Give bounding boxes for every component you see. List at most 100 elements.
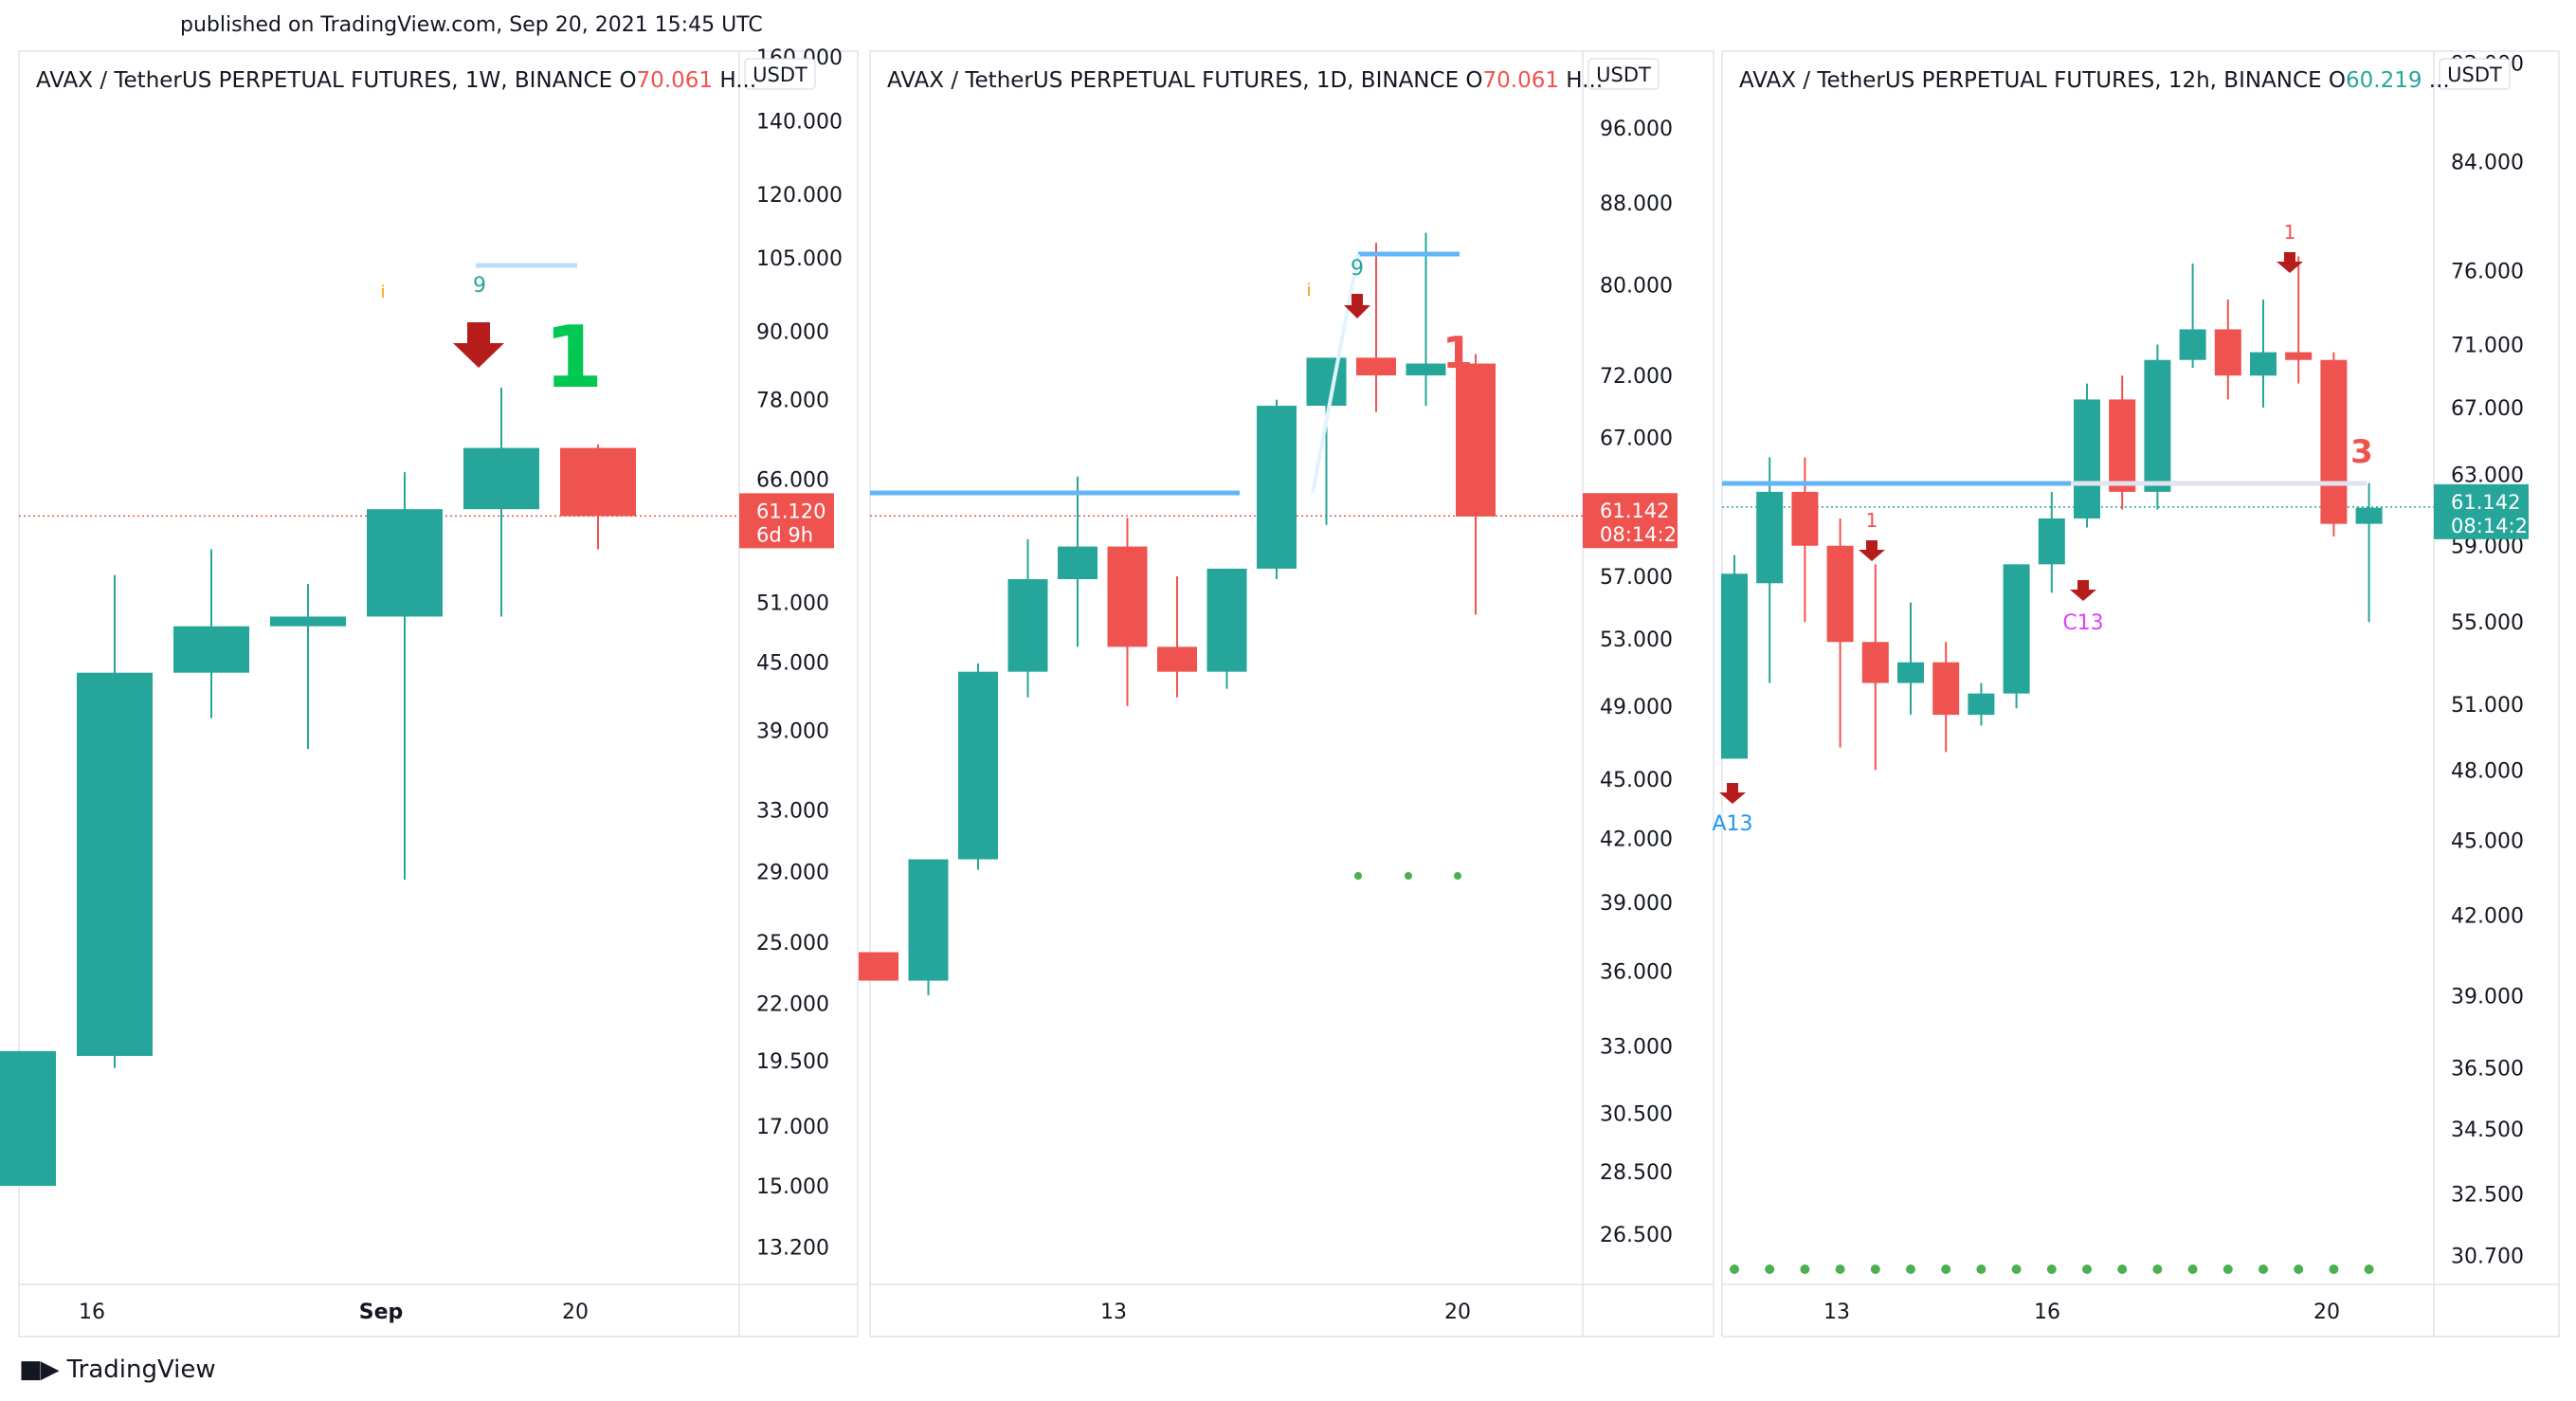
candle[interactable] (270, 584, 346, 750)
tradingview-brand: TradingView (66, 1356, 216, 1384)
candle-body (908, 859, 949, 981)
candle[interactable] (560, 444, 636, 550)
candle[interactable] (1932, 642, 1960, 753)
price-tick-label: 42.000 (2451, 904, 2524, 928)
candle[interactable] (2074, 383, 2100, 528)
candle[interactable] (1406, 232, 1446, 407)
setup-count-label: 9 (473, 274, 486, 298)
signal-dot (1976, 1265, 1986, 1274)
candle[interactable] (1756, 457, 1784, 683)
candle[interactable] (1306, 357, 1347, 525)
candle[interactable] (1456, 354, 1496, 615)
candle[interactable] (1007, 538, 1048, 698)
time-tick-label: 13 (1100, 1301, 1127, 1324)
price-tick-label: 105.000 (756, 247, 843, 271)
currency-badge-box (1587, 58, 1660, 90)
candle[interactable] (2038, 491, 2065, 593)
last-price-tag-box (1583, 493, 1678, 549)
arrow-count-label: 1 (1866, 509, 1878, 532)
candle[interactable] (1861, 564, 1889, 771)
candle[interactable] (1356, 243, 1396, 412)
candle[interactable] (1721, 555, 1748, 759)
candle[interactable] (1257, 399, 1297, 580)
open-value: 60.219 (2346, 68, 2422, 93)
candle-body (1406, 363, 1446, 376)
candle[interactable] (1826, 518, 1854, 748)
symbol-legend[interactable]: AVAX / TetherUS PERPETUAL FUTURES, 1D, B… (887, 68, 1603, 93)
currency-badge[interactable]: USDT (1587, 58, 1660, 90)
chart-panel-3[interactable]: 92.00084.00076.00071.00067.00063.00059.0… (1721, 50, 2560, 1337)
currency-badge[interactable]: USDT (2439, 58, 2511, 90)
time-tick-label: 20 (2313, 1301, 2340, 1324)
candle[interactable] (908, 859, 949, 995)
candle[interactable] (463, 387, 539, 617)
candle-body (1756, 491, 1784, 584)
candle-body (2074, 399, 2100, 519)
candle[interactable] (0, 1050, 56, 1187)
price-tick-label: 45.000 (1600, 769, 1673, 792)
signal-dot (2117, 1265, 2128, 1274)
candle[interactable] (1157, 575, 1197, 698)
price-tick-label: 13.200 (756, 1236, 829, 1260)
candle[interactable] (2214, 300, 2241, 400)
price-tick-label: 48.000 (2451, 759, 2524, 783)
time-tick-label: 20 (1444, 1301, 1471, 1324)
candle-body (1791, 491, 1819, 546)
candle-body (270, 616, 346, 627)
candle[interactable] (1206, 568, 1247, 689)
symbol-legend[interactable]: AVAX / TetherUS PERPETUAL FUTURES, 12h, … (1739, 68, 2450, 93)
candle[interactable] (1897, 602, 1924, 716)
signal-dot (1835, 1265, 1845, 1274)
candle[interactable] (2003, 564, 2030, 709)
level-connector (1311, 253, 1360, 494)
candle[interactable] (77, 574, 153, 1068)
candle[interactable] (2109, 375, 2136, 510)
candle[interactable] (2320, 352, 2348, 537)
open-value: 70.061 (637, 68, 713, 93)
price-tick-label: 36.000 (1600, 960, 1673, 984)
big-count-label: 3 (2350, 433, 2373, 471)
candle[interactable] (958, 663, 998, 870)
currency-badge-box (2439, 58, 2511, 90)
candle[interactable] (2250, 300, 2277, 408)
candle-body (2250, 352, 2277, 376)
candle-body (2214, 329, 2241, 376)
candle-body (463, 447, 539, 510)
chart-panel-2[interactable]: 96.000 88.000 80.000 72.000 67.000 57.000 53.0… (859, 50, 1714, 1337)
signal-dot (1800, 1265, 1810, 1274)
last-price-tag-box (739, 493, 834, 549)
currency-badge[interactable]: USDT (744, 58, 816, 90)
currency-label: USDT (1596, 64, 1651, 86)
candle-body (1107, 546, 1148, 647)
price-tick-label: 42.000 (1600, 828, 1673, 852)
signal-dot (1906, 1265, 1915, 1274)
candle[interactable] (859, 952, 898, 981)
candle[interactable] (2179, 263, 2206, 368)
candle[interactable] (2355, 482, 2383, 623)
symbol-title: AVAX / TetherUS PERPETUAL FUTURES, 12h, … (1739, 68, 2450, 93)
price-tick-label: 25.000 (756, 932, 829, 955)
candle-body (2109, 399, 2136, 492)
candle-body (560, 447, 636, 517)
candle[interactable] (1791, 457, 1819, 623)
signal-dot (2364, 1265, 2374, 1274)
candle[interactable] (173, 549, 249, 719)
tradingview-footer[interactable]: ■▶ TradingView (19, 1356, 216, 1384)
candle-body (1456, 363, 1496, 517)
sell-arrow-icon (2277, 252, 2303, 273)
price-tick-label: 76.000 (2451, 260, 2524, 283)
symbol-legend[interactable]: AVAX / TetherUS PERPETUAL FUTURES, 1W, B… (36, 68, 756, 93)
time-tick-label: Sep (359, 1301, 404, 1324)
price-tick-label: 19.500 (756, 1050, 829, 1074)
candle[interactable] (1968, 682, 1995, 726)
sell-arrow-icon (1344, 294, 1370, 318)
candle-body (367, 509, 443, 617)
chart-panel-1[interactable]: 160.000140.000120.000105.00090.00078.000… (0, 46, 859, 1337)
candle[interactable] (367, 472, 443, 881)
price-tick-label: 39.000 (756, 719, 829, 743)
candle[interactable] (1058, 476, 1098, 647)
candle[interactable] (1107, 518, 1148, 706)
candle[interactable] (2285, 256, 2313, 384)
